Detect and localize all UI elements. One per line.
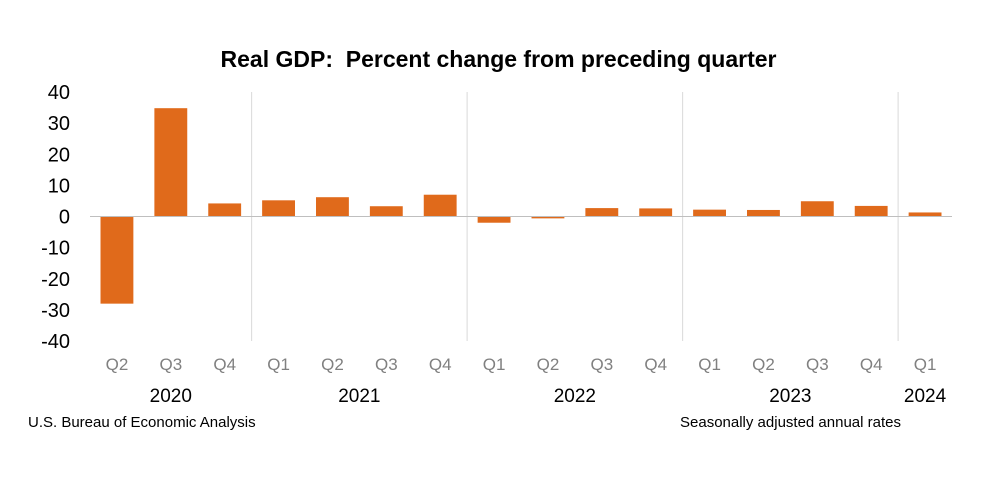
gdp-bar [908,212,942,217]
year-label: 2023 [769,386,811,407]
year-label: 2020 [150,386,192,407]
gdp-bar [693,209,726,217]
bars [100,108,942,304]
quarter-tick-label: Q3 [806,355,829,374]
gdp-bar [100,216,134,304]
y-tick-label: 30 [48,113,70,135]
quarter-tick-label: Q3 [159,355,182,374]
y-tick-label: 20 [48,144,70,166]
gdp-bar [154,108,188,217]
quarter-tick-label: Q2 [321,355,344,374]
gdp-bar [262,200,295,217]
y-tick-label: -10 [41,238,70,260]
gdp-bar [854,205,888,217]
gdp-bar [747,209,780,217]
y-axis-ticks: 40 30 20 10 0 -10 -20 -30 -40 [41,82,70,353]
quarter-tick-label: Q3 [590,355,613,374]
quarter-tick-label: Q4 [213,355,236,374]
x-axis-year-labels: 2020 2021 2022 2023 2024 [150,386,947,407]
quarter-tick-label: Q4 [429,355,452,374]
y-tick-label: -40 [41,331,70,353]
quarter-tick-label: Q1 [483,355,506,374]
quarter-tick-label: Q2 [537,355,560,374]
gdp-bar [585,208,619,217]
year-label: 2024 [904,386,947,407]
year-label: 2021 [338,386,380,407]
source-note: U.S. Bureau of Economic Analysis [28,414,256,431]
quarter-tick-label: Q1 [914,355,937,374]
rates-note: Seasonally adjusted annual rates [680,414,901,431]
chart-title: Real GDP: Percent change from preceding … [220,46,777,72]
y-tick-label: -30 [41,300,70,322]
quarter-tick-label: Q3 [375,355,398,374]
quarter-tick-label: Q1 [698,355,721,374]
quarter-tick-label: Q2 [752,355,775,374]
quarter-tick-label: Q4 [644,355,667,374]
year-label: 2022 [554,386,596,407]
quarter-tick-label: Q1 [267,355,290,374]
gdp-bar [800,201,834,217]
gdp-bar [316,197,349,217]
gdp-bar [531,216,565,219]
gdp-bar [639,208,673,217]
gdp-bar [369,206,403,217]
x-axis-quarter-ticks: Q2 Q3 Q4 Q1 Q2 Q3 Q4 Q1 Q2 Q3 Q4 Q1 Q2 Q3 Q4 Q1 [106,355,937,374]
y-tick-label: -20 [41,269,70,291]
y-tick-label: 10 [48,175,70,197]
gdp-bar [423,194,457,217]
quarter-tick-label: Q4 [860,355,883,374]
y-tick-label: 40 [48,82,70,104]
gdp-bar [208,203,242,217]
y-tick-label: 0 [59,207,70,229]
gdp-bar [477,216,511,223]
quarter-tick-label: Q2 [106,355,129,374]
